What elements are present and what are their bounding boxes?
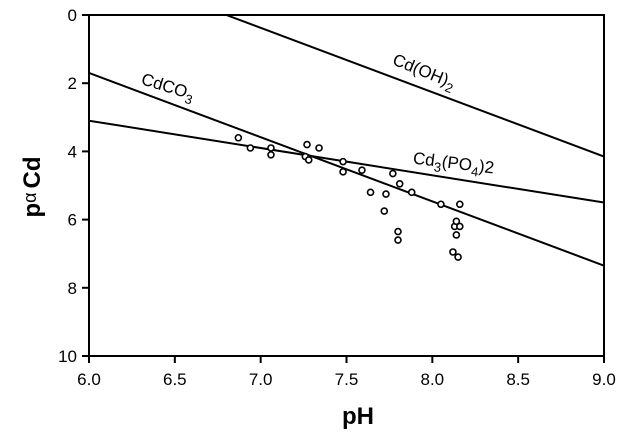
y-tick-label: 8 — [68, 279, 77, 298]
y-axis-title-greek: α — [20, 192, 40, 202]
series-line-cd-oh-2 — [225, 15, 604, 158]
data-point — [454, 253, 462, 261]
data-point — [449, 248, 457, 256]
x-axis-ticks: 6.0 6.5 7.0 7.5 8.0 8.5 9.0 — [77, 356, 616, 389]
data-point — [394, 227, 402, 236]
plot-area — [88, 14, 605, 357]
y-axis-ticks: 0 2 4 6 8 10 — [58, 6, 89, 366]
x-axis-title: pH — [342, 403, 374, 430]
x-tick-label: 8.5 — [506, 370, 530, 389]
data-point — [339, 157, 347, 166]
series-lines — [89, 15, 604, 267]
y-tick-label: 0 — [68, 6, 77, 25]
x-tick-label: 7.5 — [335, 370, 359, 389]
data-point — [267, 144, 275, 152]
y-tick-label: 10 — [58, 347, 77, 366]
x-tick-label: 6.0 — [77, 370, 101, 389]
series-label-cd3-po4-2: Cd3(PO4)2 — [411, 149, 495, 182]
data-point — [304, 156, 313, 164]
data-point — [234, 133, 243, 142]
data-point — [395, 179, 404, 188]
series-label-part: 3 — [183, 91, 194, 107]
series-label-part: Cd — [412, 149, 436, 171]
data-points — [234, 133, 464, 261]
data-point — [382, 190, 390, 198]
plot-frame — [88, 14, 605, 357]
data-point — [267, 151, 275, 159]
data-point — [407, 188, 416, 197]
x-tick-label: 6.5 — [163, 370, 187, 389]
series-label-part: )2 — [478, 157, 495, 178]
data-point — [452, 231, 461, 239]
data-point — [315, 144, 323, 152]
series-label-part: Cd(OH) — [390, 50, 451, 90]
data-point — [394, 236, 402, 244]
series-label-part: (PO — [441, 152, 473, 175]
series-label-part: 3 — [433, 159, 442, 175]
data-point — [437, 200, 445, 209]
y-tick-label: 6 — [68, 211, 77, 230]
data-point — [389, 169, 397, 178]
series-line-cdco3 — [89, 72, 604, 267]
y-axis-title: pα Cd — [19, 156, 46, 217]
x-tick-label: 9.0 — [592, 370, 616, 389]
y-tick-label: 4 — [68, 142, 77, 161]
data-point — [455, 200, 464, 209]
y-axis-title-suffix: Cd — [19, 156, 46, 188]
y-axis-title-prefix: p — [19, 203, 46, 218]
data-point — [380, 207, 389, 215]
data-point — [303, 140, 311, 149]
x-tick-label: 7.0 — [249, 370, 273, 389]
data-point — [455, 222, 464, 231]
data-point — [339, 168, 347, 176]
series-label-part: CdCO — [139, 70, 190, 102]
data-point — [452, 217, 461, 226]
data-point — [246, 144, 255, 152]
series-label-part: 4 — [470, 164, 479, 180]
data-point — [366, 188, 375, 197]
data-point — [358, 166, 366, 174]
y-tick-label: 2 — [68, 74, 77, 93]
x-tick-label: 8.0 — [421, 370, 445, 389]
